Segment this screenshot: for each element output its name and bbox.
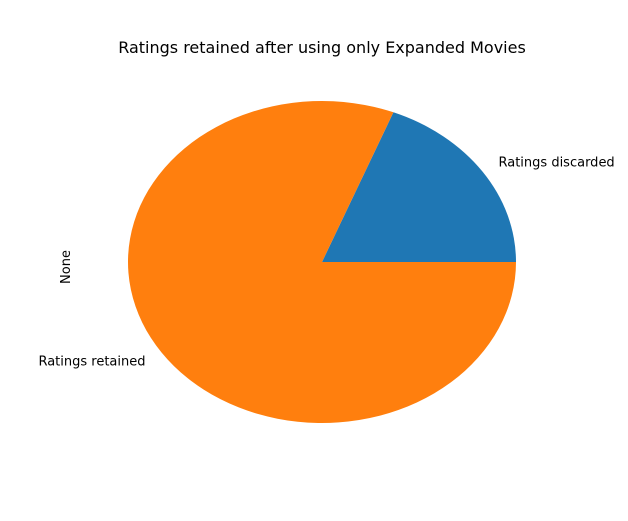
pie-slices [127,101,516,424]
chart-title: Ratings retained after using only Expand… [118,38,526,57]
pie-label-ratings-retained: Ratings retained [38,355,145,370]
pie-slice-ratings-discarded [322,112,516,262]
pie-slice-ratings-retained [127,101,516,424]
y-axis-label: None [59,250,74,284]
pie-labels: Ratings discarded Ratings retained [38,155,614,369]
pie-label-ratings-discarded: Ratings discarded [499,155,615,170]
